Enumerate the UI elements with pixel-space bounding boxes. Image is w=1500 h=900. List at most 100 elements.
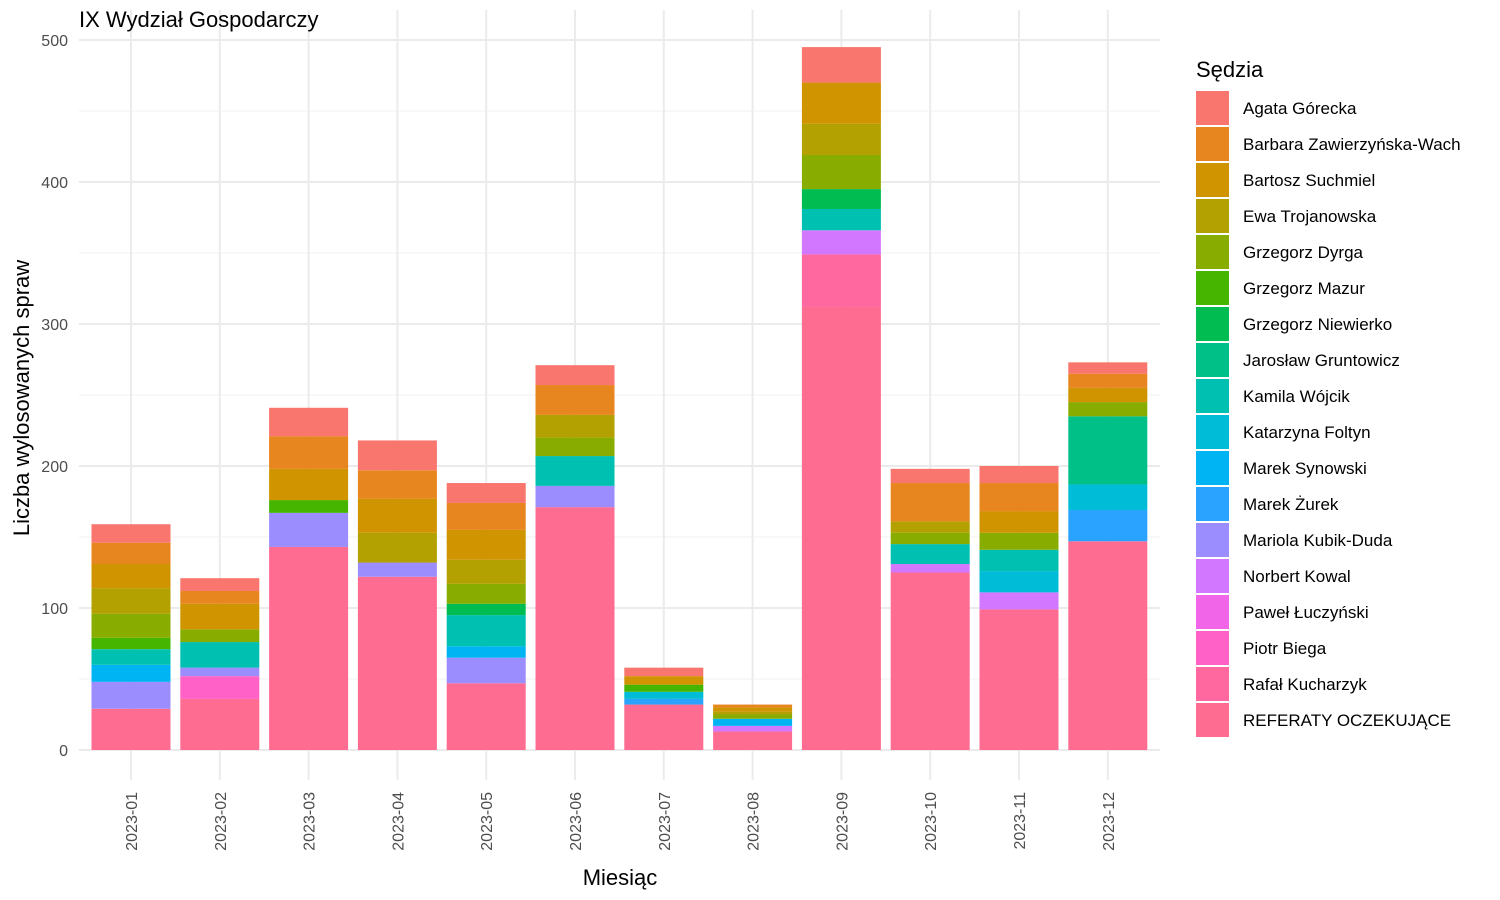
bar-segment (624, 676, 704, 685)
bar-segment (801, 155, 881, 190)
bar-segment (446, 657, 526, 684)
bar-segment (801, 208, 881, 231)
bar-segment (357, 532, 437, 563)
bar-segment (1068, 510, 1148, 542)
bar-segment (535, 456, 615, 486)
legend-label: Marek Synowski (1243, 459, 1367, 478)
bar-segment (713, 704, 793, 708)
x-tick-label: 2023-01 (124, 792, 141, 851)
bar-segment (180, 698, 260, 750)
bar-segment (269, 468, 349, 501)
legend-key (1196, 631, 1229, 665)
legend-label: Norbert Kowal (1243, 567, 1351, 586)
legend-key (1196, 559, 1229, 593)
bar-segment (535, 365, 615, 386)
bar-segment (91, 664, 171, 682)
bar-segment (979, 532, 1059, 550)
bar-segment (357, 440, 437, 471)
legend-key (1196, 487, 1229, 521)
bar-segment (890, 483, 970, 522)
legend-key (1196, 379, 1229, 413)
y-tick-label: 0 (59, 743, 68, 760)
x-axis-ticks: 2023-01 2023-02 2023-03 2023-04 2023-05 2023-… (124, 792, 1118, 851)
x-tick-label: 2023-10 (923, 792, 940, 851)
legend-key (1196, 595, 1229, 629)
bar-segment (91, 708, 171, 750)
bar-segment (979, 511, 1059, 533)
x-tick-label: 2023-03 (302, 792, 319, 851)
bar-segment (180, 590, 260, 604)
x-tick-label: 2023-09 (834, 792, 851, 851)
bar-segment (801, 47, 881, 83)
bar-segment (91, 563, 171, 589)
x-tick-label: 2023-06 (568, 792, 585, 851)
bar-segment (624, 667, 704, 677)
legend-label: Barbara Zawierzyńska-Wach (1243, 135, 1461, 154)
bar-segment (357, 498, 437, 533)
legend-label: Marek Żurek (1243, 495, 1339, 514)
legend-label: REFERATY OCZEKUJĄCE (1243, 711, 1451, 730)
bar-segment (180, 667, 260, 677)
x-tick-label: 2023-04 (390, 792, 407, 851)
bar-segment (713, 707, 793, 712)
bar-segment (979, 592, 1059, 610)
bar-segment (91, 542, 171, 564)
bar-segment (890, 468, 970, 484)
bar-segment (446, 646, 526, 658)
bar-segment (979, 609, 1059, 750)
bar-segment (624, 684, 704, 692)
legend-label: Katarzyna Foltyn (1243, 423, 1371, 442)
legend-label: Rafał Kucharzyk (1243, 675, 1367, 694)
bar-segment (357, 576, 437, 750)
legend-label: Paweł Łuczyński (1243, 603, 1369, 622)
legend-label: Kamila Wójcik (1243, 387, 1350, 406)
legend-key (1196, 163, 1229, 197)
legend-label: Piotr Biega (1243, 639, 1327, 658)
bar-segment (890, 563, 970, 573)
bar-segment (446, 583, 526, 604)
bar-segment (979, 483, 1059, 512)
bar-segment (91, 588, 171, 614)
bar-segment (269, 546, 349, 750)
bar-segment (269, 500, 349, 513)
bar-segment (357, 470, 437, 499)
legend-key (1196, 307, 1229, 341)
bar-segment (713, 714, 793, 719)
bar-segment (91, 613, 171, 638)
bar-segment (890, 521, 970, 533)
legend-key (1196, 271, 1229, 305)
bar-segment (1068, 541, 1148, 750)
legend-label: Jarosław Gruntowicz (1243, 351, 1400, 370)
legend-label: Grzegorz Mazur (1243, 279, 1365, 298)
y-tick-label: 300 (41, 317, 68, 334)
bar-segment (446, 603, 526, 616)
legend-key (1196, 451, 1229, 485)
bar-segment (713, 718, 793, 726)
legend-key (1196, 199, 1229, 233)
bar-segment (801, 306, 881, 750)
x-tick-label: 2023-12 (1101, 792, 1118, 851)
bar-segment (1068, 416, 1148, 485)
bar-segment (446, 483, 526, 503)
bar-segment (535, 414, 615, 438)
legend-label: Ewa Trojanowska (1243, 207, 1377, 226)
bar-segment (180, 578, 260, 591)
bar-segment (180, 676, 260, 699)
bar-segment (180, 629, 260, 643)
bar-segment (357, 562, 437, 577)
bar-segment (535, 507, 615, 750)
bar-segment (269, 436, 349, 469)
x-axis-title: Miesiąc (583, 865, 658, 890)
y-tick-label: 200 (41, 459, 68, 476)
bar-segment (890, 544, 970, 564)
legend: Sędzia Agata Górecka Barbara Zawierzyńska… (1196, 57, 1461, 737)
bar-segment (91, 637, 171, 650)
y-tick-label: 100 (41, 601, 68, 618)
bars (91, 47, 1148, 750)
x-tick-label: 2023-05 (479, 792, 496, 851)
bar-segment (91, 681, 171, 709)
legend-label: Bartosz Suchmiel (1243, 171, 1375, 190)
bar-segment (446, 615, 526, 647)
legend-key (1196, 343, 1229, 377)
